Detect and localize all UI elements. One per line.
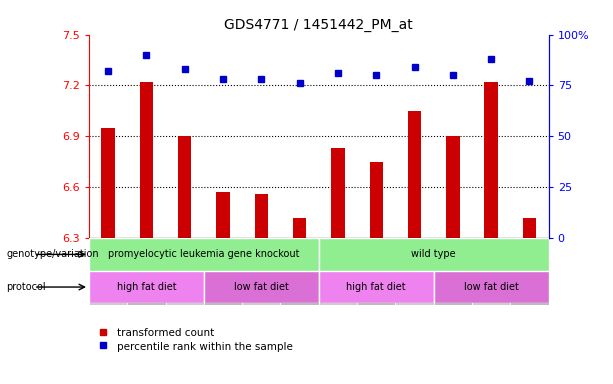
Text: low fat diet: low fat diet <box>463 282 519 292</box>
Bar <box>434 271 549 303</box>
Text: high fat diet: high fat diet <box>116 282 176 292</box>
Bar <box>281 238 319 305</box>
Bar <box>408 111 421 238</box>
Text: GSM958312: GSM958312 <box>371 240 381 286</box>
Bar <box>254 194 268 238</box>
Text: low fat diet: low fat diet <box>234 282 289 292</box>
Bar <box>319 271 434 303</box>
Bar <box>510 238 549 305</box>
Text: GSM958307: GSM958307 <box>525 240 534 286</box>
Bar <box>140 82 153 238</box>
Text: GSM958302: GSM958302 <box>448 240 457 286</box>
Bar <box>128 238 166 305</box>
Bar <box>319 238 357 305</box>
Text: GSM958305: GSM958305 <box>180 240 189 286</box>
Text: genotype/variation: genotype/variation <box>6 249 99 260</box>
Bar <box>472 238 510 305</box>
Bar <box>242 238 281 305</box>
Bar <box>89 271 204 303</box>
Text: GSM958311: GSM958311 <box>333 240 343 286</box>
Bar <box>204 238 242 305</box>
Text: GSM958303: GSM958303 <box>104 240 113 286</box>
Bar <box>216 192 230 238</box>
Bar <box>484 82 498 238</box>
Bar <box>89 238 128 305</box>
Bar <box>434 238 472 305</box>
Bar <box>101 128 115 238</box>
Bar <box>357 238 395 305</box>
Text: GSM958306: GSM958306 <box>487 240 496 286</box>
Text: protocol: protocol <box>6 282 46 292</box>
Bar <box>166 238 204 305</box>
Text: GSM958309: GSM958309 <box>257 240 266 286</box>
Text: GSM958313: GSM958313 <box>410 240 419 286</box>
Text: GSM958308: GSM958308 <box>218 240 227 286</box>
Text: promyelocytic leukemia gene knockout: promyelocytic leukemia gene knockout <box>108 249 300 260</box>
Text: GSM958304: GSM958304 <box>142 240 151 286</box>
Bar <box>331 148 345 238</box>
Bar <box>319 238 549 271</box>
Bar <box>395 238 434 305</box>
Title: GDS4771 / 1451442_PM_at: GDS4771 / 1451442_PM_at <box>224 18 413 32</box>
Bar <box>293 218 306 238</box>
Text: high fat diet: high fat diet <box>346 282 406 292</box>
Bar <box>446 136 460 238</box>
Bar <box>204 271 319 303</box>
Text: GSM958310: GSM958310 <box>295 240 304 286</box>
Text: wild type: wild type <box>411 249 456 260</box>
Bar <box>89 238 319 271</box>
Bar <box>523 218 536 238</box>
Bar <box>370 162 383 238</box>
Legend: transformed count, percentile rank within the sample: transformed count, percentile rank withi… <box>94 324 297 356</box>
Bar <box>178 136 191 238</box>
